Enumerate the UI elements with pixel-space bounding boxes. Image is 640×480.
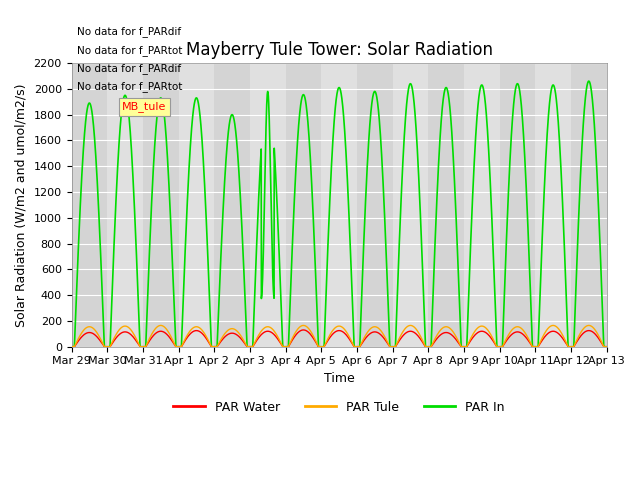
Legend: PAR Water, PAR Tule, PAR In: PAR Water, PAR Tule, PAR In xyxy=(168,396,510,419)
Bar xyxy=(143,63,179,347)
Bar xyxy=(321,63,357,347)
X-axis label: Time: Time xyxy=(324,372,355,385)
Bar xyxy=(72,63,108,347)
Text: No data for f_PARtot: No data for f_PARtot xyxy=(77,45,182,56)
Bar xyxy=(607,63,640,347)
Bar xyxy=(214,63,250,347)
Text: No data for f_PARdif: No data for f_PARdif xyxy=(77,26,181,37)
Title: Mayberry Tule Tower: Solar Radiation: Mayberry Tule Tower: Solar Radiation xyxy=(186,41,493,59)
Bar xyxy=(535,63,571,347)
Bar xyxy=(179,63,214,347)
Text: No data for f_PARdif: No data for f_PARdif xyxy=(77,63,181,74)
Text: MB_tule: MB_tule xyxy=(122,101,167,112)
Bar xyxy=(285,63,321,347)
Bar xyxy=(250,63,285,347)
Bar xyxy=(357,63,392,347)
Bar xyxy=(428,63,464,347)
Bar xyxy=(571,63,607,347)
Bar xyxy=(108,63,143,347)
Y-axis label: Solar Radiation (W/m2 and umol/m2/s): Solar Radiation (W/m2 and umol/m2/s) xyxy=(15,83,28,326)
Text: No data for f_PARtot: No data for f_PARtot xyxy=(77,82,182,92)
Bar xyxy=(392,63,428,347)
Bar xyxy=(500,63,535,347)
Bar xyxy=(464,63,500,347)
